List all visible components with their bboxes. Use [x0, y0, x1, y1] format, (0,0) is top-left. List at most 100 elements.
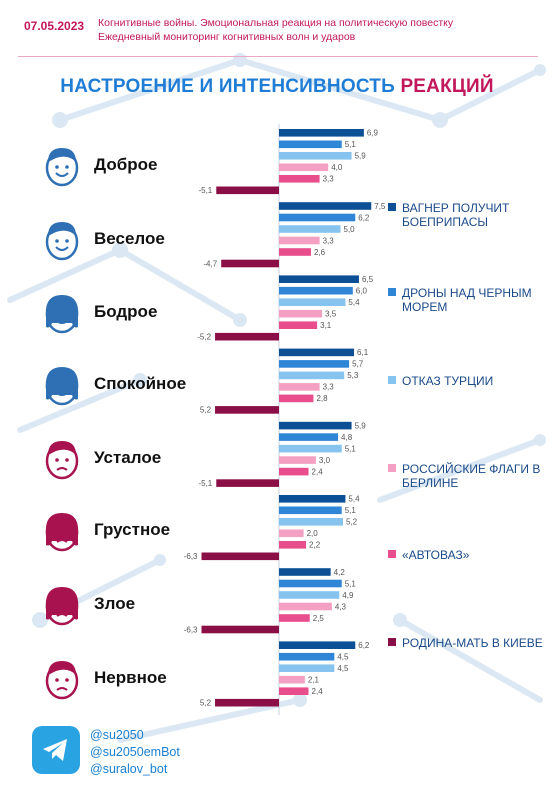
- bar: [279, 371, 345, 380]
- bar-value-label: 5,4: [348, 298, 360, 307]
- bar-value-label: 3,3: [323, 383, 335, 392]
- emotion-label: Грустное: [94, 520, 171, 539]
- telegram-handle-su2050[interactable]: @su2050: [90, 728, 144, 742]
- bar: [279, 506, 342, 515]
- bar: [221, 259, 279, 268]
- bar-value-label: 3,1: [320, 321, 332, 330]
- bar-value-label: 4,5: [337, 653, 349, 662]
- bar: [279, 529, 304, 538]
- bar-value-label: 6,5: [362, 275, 374, 284]
- bar: [279, 467, 309, 476]
- bar-value-label: 6,1: [357, 348, 369, 357]
- bar-value-label: 5,1: [345, 444, 357, 453]
- bar: [279, 248, 311, 256]
- bar-value-label: 2,1: [308, 676, 320, 685]
- nervous-face-icon: [38, 655, 86, 703]
- bar: [279, 495, 346, 503]
- bar-value-label: 5,3: [347, 371, 359, 380]
- legend-swatch: [388, 464, 396, 472]
- bar-value-label: -5,2: [197, 333, 211, 342]
- telegram-icon[interactable]: [32, 726, 80, 774]
- bar: [279, 433, 339, 441]
- bar: [279, 275, 359, 283]
- bar: [279, 383, 320, 391]
- bar-value-label: 5,1: [345, 140, 357, 149]
- bar: [279, 348, 355, 357]
- bar: [279, 298, 346, 306]
- bar: [279, 602, 332, 611]
- bar: [279, 394, 314, 403]
- bar: [279, 213, 356, 222]
- bar-value-label: 5,1: [345, 506, 357, 515]
- bar: [279, 456, 316, 464]
- legend-swatch: [388, 550, 396, 558]
- bar: [279, 421, 352, 430]
- bar: [279, 163, 329, 172]
- legend-label: РОДИНА-МАТЬ В КИЕВЕ: [402, 636, 543, 650]
- bar: [279, 152, 352, 160]
- bar-value-label: 3,5: [325, 310, 337, 319]
- telegram-handle-su2050embot[interactable]: @su2050emBot: [90, 745, 180, 759]
- bar: [279, 641, 356, 649]
- smiling-woman-face-icon: [38, 289, 86, 337]
- bar: [279, 286, 353, 295]
- legend-label: ДРОНЫ НАД ЧЕРНЫМ МОРЕМ: [402, 286, 532, 314]
- emotion-label: Злое: [94, 594, 136, 613]
- bar-value-label: -4,7: [203, 259, 217, 268]
- chart-title: НАСТРОЕНИЕ И ИНТЕНСИВНОСТЬ РЕАКЦИЙ: [0, 76, 554, 98]
- header-subtitle-line1: Когнитивные войны. Эмоциональная реакция…: [98, 17, 454, 29]
- bar: [279, 444, 342, 453]
- bar-value-label: 4,5: [337, 664, 349, 673]
- bar: [279, 175, 320, 183]
- bar-value-label: 3,3: [323, 236, 335, 245]
- bar-value-label: 2,5: [313, 614, 325, 623]
- bar-value-label: 6,9: [367, 129, 379, 138]
- legend-swatch: [388, 638, 396, 646]
- bar: [279, 225, 341, 233]
- bar-value-label: 4,0: [331, 163, 343, 172]
- emotion-label: Веселое: [94, 229, 165, 248]
- bar: [279, 579, 342, 588]
- sad-woman-face-icon: [38, 507, 86, 555]
- bar: [279, 541, 307, 549]
- bar-value-label: 6,2: [358, 213, 370, 222]
- bar-value-label: 2,4: [312, 687, 324, 696]
- bar-value-label: 5,4: [348, 495, 360, 504]
- legend-label: РОССИЙСКИЕ ФЛАГИ В БЕРЛИНЕ: [402, 462, 541, 490]
- bar-value-label: -5,1: [198, 186, 212, 195]
- bar-value-label: 6,2: [358, 641, 370, 650]
- bar: [279, 236, 320, 245]
- smiling-face-icon: [38, 142, 86, 190]
- smiling-face-icon: [38, 216, 86, 264]
- bar: [279, 129, 364, 137]
- bar: [279, 568, 331, 576]
- bar: [216, 186, 279, 195]
- emotion-label: Нервное: [94, 668, 167, 687]
- bar-value-label: 5,7: [352, 360, 364, 369]
- bar-value-label: 3,0: [319, 456, 331, 465]
- header-divider: [18, 56, 538, 57]
- bar: [201, 552, 279, 561]
- bar-value-label: 6,0: [356, 287, 368, 296]
- bar-value-label: 7,5: [374, 202, 386, 211]
- calm-woman-face-icon: [38, 361, 86, 409]
- bar: [215, 406, 279, 414]
- bar-value-label: 2,0: [307, 529, 319, 538]
- telegram-handle-suralov-bot[interactable]: @suralov_bot: [90, 762, 168, 776]
- bar-value-label: 5,0: [344, 225, 356, 234]
- bar: [279, 202, 372, 210]
- bar: [279, 652, 335, 661]
- bar-value-label: 3,3: [323, 175, 335, 184]
- bar-value-label: 5,1: [345, 579, 357, 588]
- angry-woman-face-icon: [38, 581, 86, 629]
- header-subtitle-line2: Ежедневный мониторинг когнитивных волн и…: [98, 31, 356, 43]
- chart-title-part1: НАСТРОЕНИЕ И ИНТЕНСИВНОСТЬ: [60, 76, 395, 97]
- emotion-label: Спокойное: [94, 374, 187, 393]
- bar-value-label: 2,6: [314, 248, 326, 257]
- bar: [216, 479, 279, 487]
- tired-face-icon: [38, 435, 86, 483]
- legend-label: ВАГНЕР ПОЛУЧИТ БОЕПРИПАСЫ: [402, 201, 510, 229]
- bar-value-label: 4,3: [335, 602, 347, 611]
- bar-value-label: -6,3: [184, 552, 198, 561]
